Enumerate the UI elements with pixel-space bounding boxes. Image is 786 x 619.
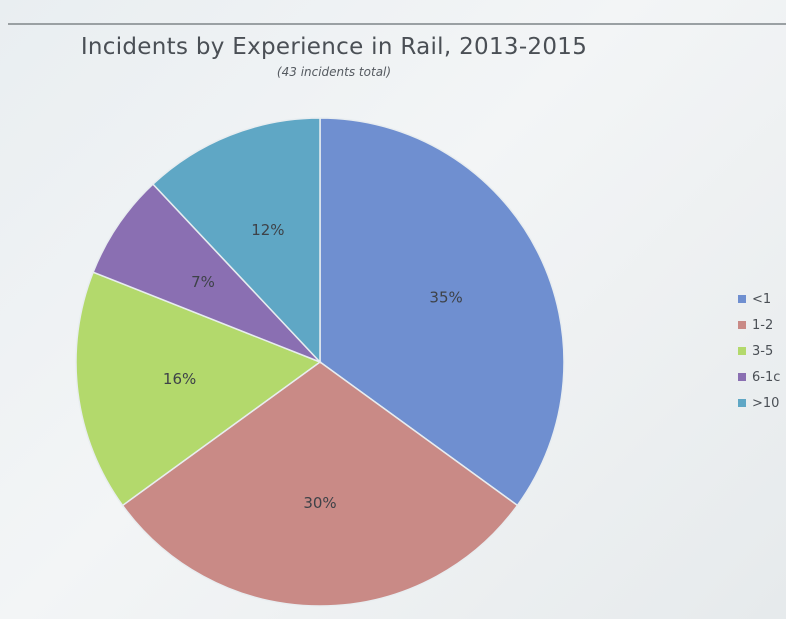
pie-slice-3 bbox=[92, 183, 321, 363]
legend-item-3: 6-1c bbox=[738, 364, 780, 390]
slice-label-0: 35% bbox=[429, 288, 462, 306]
legend-swatch-3 bbox=[738, 373, 746, 381]
chart-title: Incidents by Experience in Rail, 2013-20… bbox=[80, 34, 588, 60]
pie-slice-0 bbox=[319, 117, 565, 507]
pie-slice-4 bbox=[151, 117, 321, 364]
slice-label-4: 12% bbox=[251, 221, 284, 239]
chart-subtitle: (43 incidents total) bbox=[276, 65, 392, 79]
slice-label-2: 16% bbox=[163, 370, 196, 388]
legend-label-1: 1-2 bbox=[752, 317, 774, 333]
legend-label-0: <1 bbox=[752, 291, 772, 307]
legend-label-4: >10 bbox=[752, 395, 780, 411]
legend-item-2: 3-5 bbox=[738, 338, 780, 364]
top-rule bbox=[8, 23, 786, 25]
legend-swatch-1 bbox=[738, 321, 746, 329]
slice-label-3: 7% bbox=[191, 273, 215, 291]
legend-swatch-2 bbox=[738, 347, 746, 355]
pie-slice-2 bbox=[75, 271, 322, 507]
legend-item-4: >10 bbox=[738, 390, 780, 416]
legend-item-1: 1-2 bbox=[738, 312, 780, 338]
legend-swatch-4 bbox=[738, 399, 746, 407]
legend-swatch-0 bbox=[738, 295, 746, 303]
pie-slice-1 bbox=[121, 361, 519, 607]
legend-label-2: 3-5 bbox=[752, 343, 774, 359]
legend-label-3: 6-1c bbox=[752, 369, 781, 385]
slice-label-1: 30% bbox=[303, 494, 336, 512]
legend-item-0: <1 bbox=[738, 286, 780, 312]
legend: <1 1-2 3-5 6-1c >10 bbox=[738, 286, 780, 416]
